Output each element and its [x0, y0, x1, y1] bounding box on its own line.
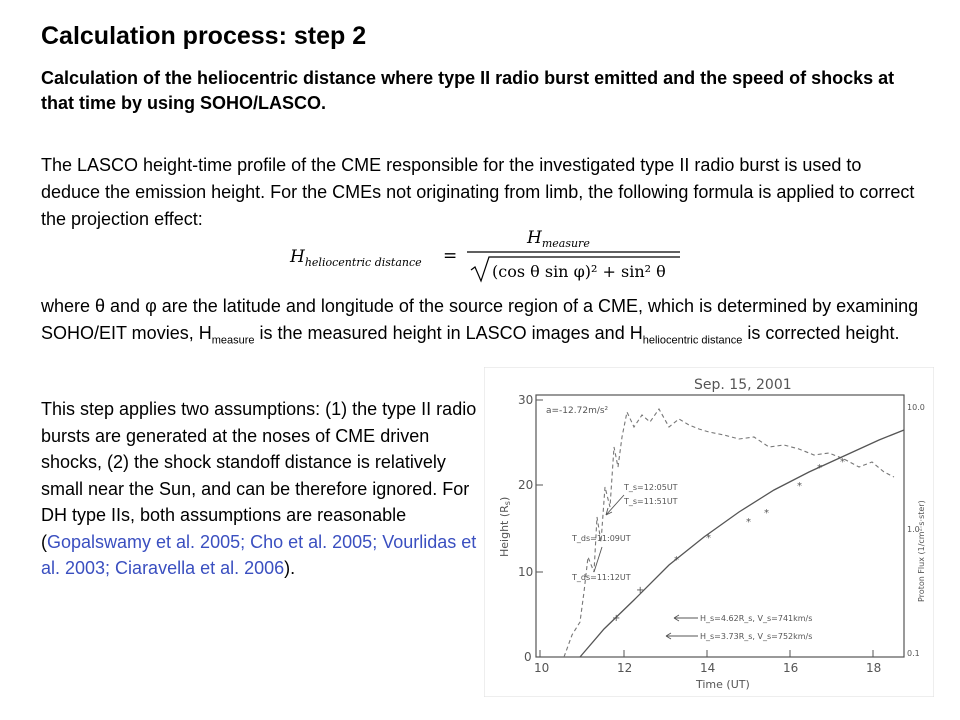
data-point: +	[636, 585, 644, 596]
data-point: *	[797, 481, 802, 492]
annotation: T_ds=11:12UT	[571, 573, 631, 582]
height-fit-curve	[579, 429, 905, 658]
data-point: *	[817, 463, 822, 474]
data-point: *	[840, 457, 845, 468]
definition-paragraph: where θ and φ are the latitude and longi…	[41, 296, 919, 347]
x-tick-label: 18	[866, 661, 881, 675]
citations-link[interactable]: Gopalswamy et al. 2005; Cho et al. 2005;…	[41, 531, 477, 579]
data-point: *	[674, 555, 679, 566]
x-tick-label: 12	[617, 661, 632, 675]
annotation: T_s=12:05UT	[623, 483, 678, 492]
x-tick-label: 10	[534, 661, 549, 675]
y-tick-label: 20	[518, 478, 533, 492]
height-time-figure: Sep. 15, 2001 10 12 14 16 18 0 10 20 30 …	[483, 366, 935, 698]
x-axis-label: Time (UT)	[695, 678, 750, 691]
acceleration-label: a=-12.72m/s²	[546, 406, 609, 416]
y-axis-label: Height (Rs)	[498, 497, 512, 557]
formula-equals: =	[443, 246, 457, 266]
data-point: *	[746, 517, 751, 528]
formula-denominator: (cos θ sin φ)² + sin² θ	[492, 262, 666, 281]
figure-title: Sep. 15, 2001	[694, 377, 792, 393]
projection-formula: Hheliocentric distance = Hmeasure (cos θ…	[285, 226, 685, 286]
slide-title: Calculation process: step 2	[41, 22, 367, 50]
assumptions-paragraph: This step applies two assumptions: (1) t…	[41, 399, 477, 579]
formula-numerator: Hmeasure	[526, 228, 590, 250]
x-tick-label: 14	[700, 661, 715, 675]
y-tick-label: 30	[518, 393, 533, 407]
y2-axis-label: Proton Flux (1/cm²·s·ster)	[917, 500, 926, 602]
plot-frame	[535, 394, 905, 658]
x-tick-label: 16	[783, 661, 798, 675]
sqrt-sign	[470, 256, 680, 283]
annotation: H_s=4.62R_s, V_s=741km/s	[700, 614, 812, 623]
y2-tick-label: 10.0	[907, 403, 925, 412]
formula-lhs: Hheliocentric distance	[289, 247, 422, 269]
annotation: T_ds=11:09UT	[571, 534, 631, 543]
annotation: T_s=11:51UT	[623, 497, 678, 506]
y2-tick-label: 0.1	[907, 649, 920, 658]
y2-tick-label: 1.0	[907, 525, 920, 534]
intro-paragraph: The LASCO height-time profile of the CME…	[41, 155, 915, 229]
slide-subtitle: Calculation of the heliocentric distance…	[41, 68, 895, 113]
data-point: *	[764, 508, 769, 519]
y-tick-label: 10	[518, 565, 533, 579]
annotation: H_s=3.73R_s, V_s=752km/s	[700, 632, 812, 641]
y-tick-label: 0	[524, 650, 532, 664]
figure-frame	[483, 366, 935, 698]
data-point: *	[706, 533, 711, 544]
data-point: +	[612, 613, 620, 624]
